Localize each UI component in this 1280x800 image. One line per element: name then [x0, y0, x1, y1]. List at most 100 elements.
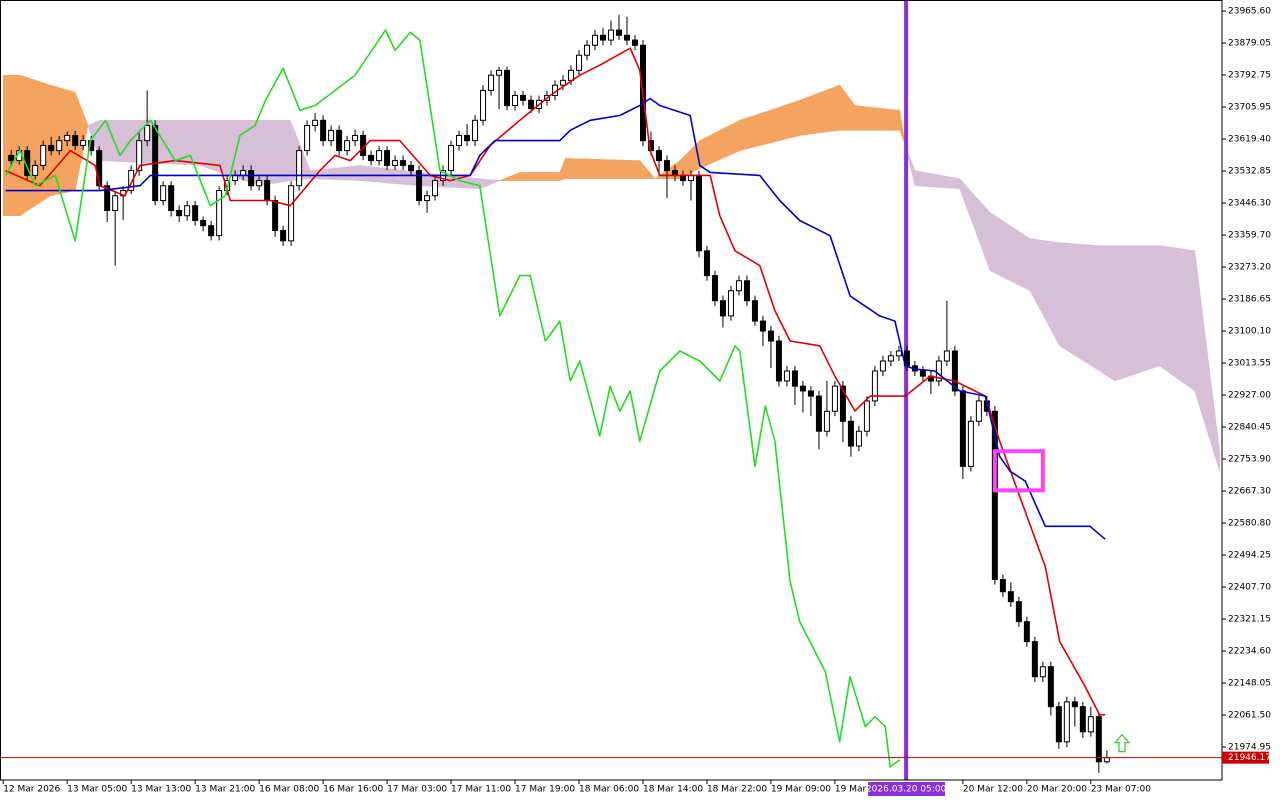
- y-tick-label: 22407.70: [1228, 583, 1271, 593]
- candle-body: [799, 385, 806, 392]
- plot-frame: [0, 0, 1223, 781]
- candle-body: [871, 370, 878, 402]
- candle-body: [615, 29, 622, 36]
- cloud-segment: [50, 84, 76, 197]
- candle-body: [296, 150, 303, 187]
- candle-body: [464, 134, 471, 142]
- candle-body: [176, 210, 183, 217]
- candle-body: [192, 205, 199, 222]
- y-tick-label: 23446.30: [1228, 199, 1271, 209]
- candle-body: [480, 89, 487, 121]
- candle-body: [32, 164, 39, 176]
- candle-body: [943, 350, 950, 362]
- candle-body: [655, 150, 662, 162]
- candle-body: [887, 355, 894, 362]
- candle-body: [328, 129, 335, 142]
- x-tick-label: 20 Mar 20:00: [1027, 785, 1087, 795]
- candle-body: [448, 144, 455, 172]
- candle-body: [895, 350, 902, 357]
- candle-body: [727, 290, 734, 317]
- candle-body: [584, 44, 591, 56]
- candle-body: [200, 220, 207, 227]
- candle-body: [400, 160, 407, 166]
- candle-body: [280, 229, 287, 242]
- candle-body: [855, 430, 862, 447]
- candle-body: [775, 340, 782, 382]
- y-tick-label: 22494.25: [1228, 551, 1271, 561]
- candle-body: [344, 140, 351, 152]
- plot-area: [0, 0, 1222, 780]
- x-tick-label: 18 Mar 22:00: [707, 785, 767, 795]
- candle-body: [719, 300, 726, 317]
- candle-body: [456, 134, 463, 146]
- candle-body: [975, 400, 982, 422]
- cloud-segment: [479, 178, 500, 190]
- candle-body: [991, 410, 998, 581]
- candle-body: [1039, 666, 1046, 678]
- candle-body: [623, 34, 630, 41]
- x-tick-label: 18 Mar 06:00: [579, 785, 639, 795]
- y-tick-label: 22321.15: [1228, 615, 1271, 625]
- candle-body: [576, 54, 583, 71]
- candle-body: [1103, 757, 1110, 763]
- candle-body: [248, 170, 255, 187]
- y-tick-label: 23100.10: [1228, 327, 1271, 337]
- x-tick-label: 16 Mar 08:00: [259, 785, 319, 795]
- candle-body: [1071, 701, 1078, 708]
- y-tick-label: 22580.80: [1228, 519, 1271, 529]
- x-tick-label: 13 Mar 05:00: [67, 785, 127, 795]
- candle-body: [959, 390, 966, 467]
- candle-body: [1007, 591, 1014, 603]
- candle-body: [256, 180, 263, 187]
- candle-body: [663, 160, 670, 172]
- candle-body: [48, 144, 55, 152]
- candle-body: [568, 69, 575, 81]
- candle-body: [831, 385, 838, 412]
- candle-body: [695, 174, 702, 252]
- candle-body: [560, 79, 567, 86]
- y-tick-label: 21974.95: [1228, 743, 1271, 753]
- cloud-segment: [1194, 250, 1220, 472]
- candle-body: [879, 360, 886, 372]
- x-tick-label: 12 Mar 2026: [3, 785, 60, 795]
- candle-body: [839, 385, 846, 422]
- candle-body: [919, 370, 926, 377]
- cloud-segment: [565, 158, 641, 180]
- y-tick-label: 22753.90: [1228, 455, 1271, 465]
- candle-body: [847, 420, 854, 447]
- candle-body: [336, 129, 343, 152]
- candle-body: [368, 154, 375, 162]
- candle-body: [783, 370, 790, 382]
- candle-body: [408, 164, 415, 172]
- y-tick-label: 22234.60: [1228, 647, 1271, 657]
- y-tick-label: 22667.30: [1228, 487, 1271, 497]
- x-tick-label: 20 Mar 12:00: [963, 785, 1023, 795]
- vline-label-box: [868, 782, 946, 796]
- candle-body: [208, 225, 215, 237]
- candle-body: [743, 280, 750, 302]
- candle-body: [767, 330, 774, 342]
- indicator-line: [4, 29, 901, 768]
- y-tick-label: 23792.75: [1228, 70, 1271, 80]
- y-tick-label: 22148.05: [1228, 679, 1271, 689]
- candle-body: [392, 160, 399, 166]
- y-tick-label: 23359.70: [1228, 231, 1271, 241]
- candle-body: [751, 300, 758, 322]
- indicator-line: [5, 97, 1106, 540]
- candle-body: [512, 95, 519, 107]
- candle-body: [432, 180, 439, 197]
- last-price-label: 21946.17: [1228, 753, 1271, 763]
- cloud-segment: [1159, 245, 1196, 392]
- y-tick-label: 23965.60: [1228, 7, 1271, 17]
- candle-body: [64, 134, 71, 142]
- candle-body: [815, 395, 822, 432]
- y-tick-label: 23532.85: [1228, 167, 1271, 177]
- x-tick-label: 19 Mar 17:00: [835, 785, 895, 795]
- axes: 23965.60 23879.05 23792.75 23705.95 23619.40…: [2, 7, 1271, 796]
- candle-body: [1047, 666, 1054, 708]
- y-tick-label: 22840.45: [1228, 423, 1271, 433]
- candle-body: [264, 180, 271, 202]
- candle-body: [1055, 706, 1062, 743]
- candle-body: [528, 99, 535, 109]
